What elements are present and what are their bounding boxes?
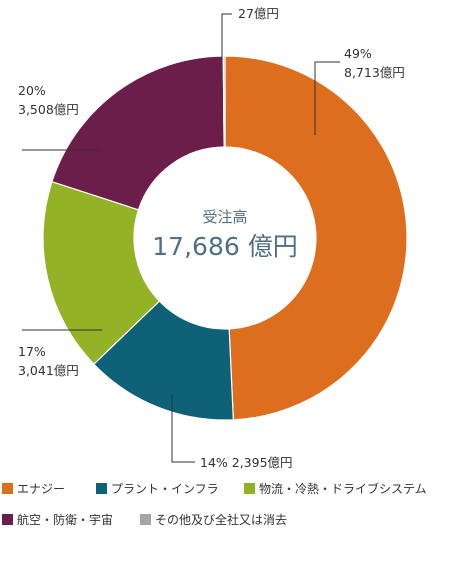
- leader-line-other: [221, 13, 232, 60]
- legend-swatch-other: [140, 514, 151, 525]
- data-label-logistics: 3,041億円: [18, 363, 79, 378]
- slice-labels: 49% 8,713億円 14% 2,395億円 17% 3,041億円 20% 3,508億…: [18, 6, 405, 470]
- data-label-energy: 49%: [344, 46, 372, 61]
- leader-line-energy: [314, 61, 340, 135]
- legend-label-energy: エナジー: [17, 482, 65, 496]
- donut-slices: [42, 55, 408, 421]
- leader-lines: [22, 13, 340, 463]
- data-label-aerospace: 3,508億円: [18, 102, 79, 117]
- slice-energy: [224, 55, 408, 421]
- leader-line-plant-infra: [171, 395, 195, 463]
- data-label-plant-infra: 14% 2,395億円: [200, 455, 293, 470]
- center-total: 17,686 億円: [152, 232, 297, 261]
- data-label-aerospace: 20%: [18, 83, 46, 98]
- slice-other: [222, 55, 226, 148]
- data-label-energy: 8,713億円: [344, 65, 405, 80]
- legend-swatch-aerospace: [2, 514, 13, 525]
- legend-label-aerospace: 航空・防衛・宇宙: [17, 512, 113, 527]
- data-label-other: 27億円: [238, 6, 279, 21]
- legend-label-other: その他及び全社又は消去: [155, 512, 287, 527]
- legend-label-plant-infra: プラント・インフラ: [111, 482, 219, 496]
- center-title: 受注高: [202, 208, 247, 226]
- slice-aerospace: [51, 55, 225, 211]
- slice-logistics: [42, 180, 161, 365]
- legend-swatch-logistics: [244, 483, 255, 494]
- legend-label-logistics: 物流・冷熱・ドライブシステム: [259, 481, 427, 496]
- data-label-logistics: 17%: [18, 344, 46, 359]
- legend-swatch-energy: [2, 483, 13, 494]
- legend-swatch-plant-infra: [96, 483, 107, 494]
